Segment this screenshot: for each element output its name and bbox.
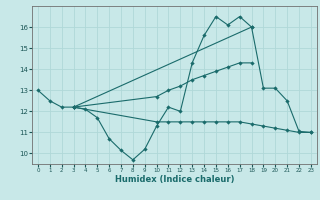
- X-axis label: Humidex (Indice chaleur): Humidex (Indice chaleur): [115, 175, 234, 184]
